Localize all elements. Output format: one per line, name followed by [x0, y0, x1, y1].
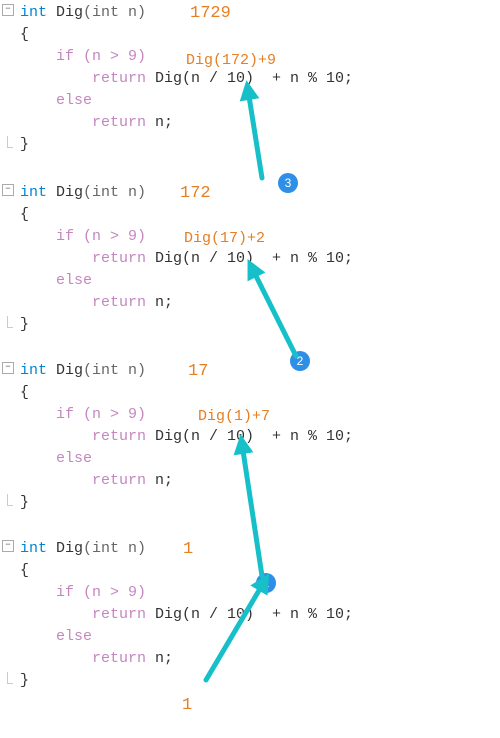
brace: }	[20, 136, 29, 153]
code-line: else	[0, 92, 500, 114]
return-keyword: return	[20, 606, 155, 623]
step-badge: 3	[278, 173, 298, 193]
code-line: return Dig(n / 10) + n % 10;	[0, 70, 500, 92]
return-keyword: return	[20, 650, 155, 667]
return-keyword: return	[20, 294, 155, 311]
fold-minus-icon[interactable]: −	[2, 362, 14, 374]
return-keyword: return	[20, 114, 155, 131]
return-n: n;	[155, 472, 173, 489]
return-keyword: return	[20, 70, 155, 87]
code-line: − int Dig(int n)	[0, 540, 500, 562]
code-line: − int Dig(int n)	[0, 362, 500, 384]
brace: }	[20, 672, 29, 689]
code-line: {	[0, 26, 500, 48]
params: (int n)	[83, 362, 146, 379]
keyword-type: int	[20, 362, 56, 379]
fold-minus-icon[interactable]: −	[2, 540, 14, 552]
code-line: return Dig(n / 10) + n % 10;	[0, 428, 500, 450]
code-line: return Dig(n / 10) + n % 10;	[0, 250, 500, 272]
return-expression: Dig(n / 10) + n % 10;	[155, 70, 353, 87]
code-line: {	[0, 562, 500, 584]
return-n: n;	[155, 650, 173, 667]
header-value-annot: 1729	[190, 4, 231, 23]
recursive-annot: Dig(1)+7	[198, 408, 270, 425]
else-statement: else	[20, 92, 92, 109]
return-n: n;	[155, 294, 173, 311]
return-n: n;	[155, 114, 173, 131]
code-line: return n;	[0, 472, 500, 494]
header-value-annot: 17	[188, 362, 208, 381]
if-statement: if (n > 9)	[20, 228, 146, 245]
function-name: Dig	[56, 540, 83, 557]
else-return-value-annot: 1	[182, 696, 192, 715]
params: (int n)	[83, 540, 146, 557]
code-line: return n;	[0, 114, 500, 136]
code-line: else	[0, 272, 500, 294]
keyword-type: int	[20, 184, 56, 201]
function-name: Dig	[56, 4, 83, 21]
params: (int n)	[83, 4, 146, 21]
return-keyword: return	[20, 250, 155, 267]
recursive-annot: Dig(17)+2	[184, 230, 265, 247]
else-statement: else	[20, 272, 92, 289]
else-statement: else	[20, 450, 92, 467]
brace: }	[20, 316, 29, 333]
badge-label: 2	[297, 354, 304, 368]
return-expression: Dig(n / 10) + n % 10;	[155, 428, 353, 445]
if-statement: if (n > 9)	[20, 584, 146, 601]
return-expression: Dig(n / 10) + n % 10;	[155, 250, 353, 267]
code-line: return Dig(n / 10) + n % 10;	[0, 606, 500, 628]
code-line: else	[0, 450, 500, 472]
fold-minus-icon[interactable]: −	[2, 184, 14, 196]
code-line: return n;	[0, 294, 500, 316]
return-expression: Dig(n / 10) + n % 10;	[155, 606, 353, 623]
code-line: }	[0, 672, 500, 694]
function-name: Dig	[56, 362, 83, 379]
brace: {	[20, 384, 29, 401]
code-line: else	[0, 628, 500, 650]
code-area: − int Dig(int n) { if (n > 9) return Dig…	[0, 0, 500, 694]
step-badge: 2	[290, 351, 310, 371]
return-keyword: return	[20, 428, 155, 445]
step-badge: 1	[256, 573, 276, 593]
code-line: {	[0, 206, 500, 228]
badge-label: 3	[285, 176, 292, 190]
brace: {	[20, 26, 29, 43]
recursive-annot: Dig(172)+9	[186, 52, 276, 69]
header-value-annot: 172	[180, 184, 211, 203]
code-line: − int Dig(int n)	[0, 4, 500, 26]
if-statement: if (n > 9)	[20, 48, 146, 65]
code-line: if (n > 9)	[0, 584, 500, 606]
brace: }	[20, 494, 29, 511]
code-line: }	[0, 316, 500, 338]
code-line: {	[0, 384, 500, 406]
if-statement: if (n > 9)	[20, 406, 146, 423]
else-statement: else	[20, 628, 92, 645]
brace: {	[20, 562, 29, 579]
code-line: }	[0, 494, 500, 516]
keyword-type: int	[20, 540, 56, 557]
code-line: − int Dig(int n)	[0, 184, 500, 206]
function-name: Dig	[56, 184, 83, 201]
code-line: }	[0, 136, 500, 158]
badge-label: 1	[263, 576, 270, 590]
return-keyword: return	[20, 472, 155, 489]
params: (int n)	[83, 184, 146, 201]
header-value-annot: 1	[183, 540, 193, 559]
brace: {	[20, 206, 29, 223]
code-line: return n;	[0, 650, 500, 672]
keyword-type: int	[20, 4, 56, 21]
fold-minus-icon[interactable]: −	[2, 4, 14, 16]
